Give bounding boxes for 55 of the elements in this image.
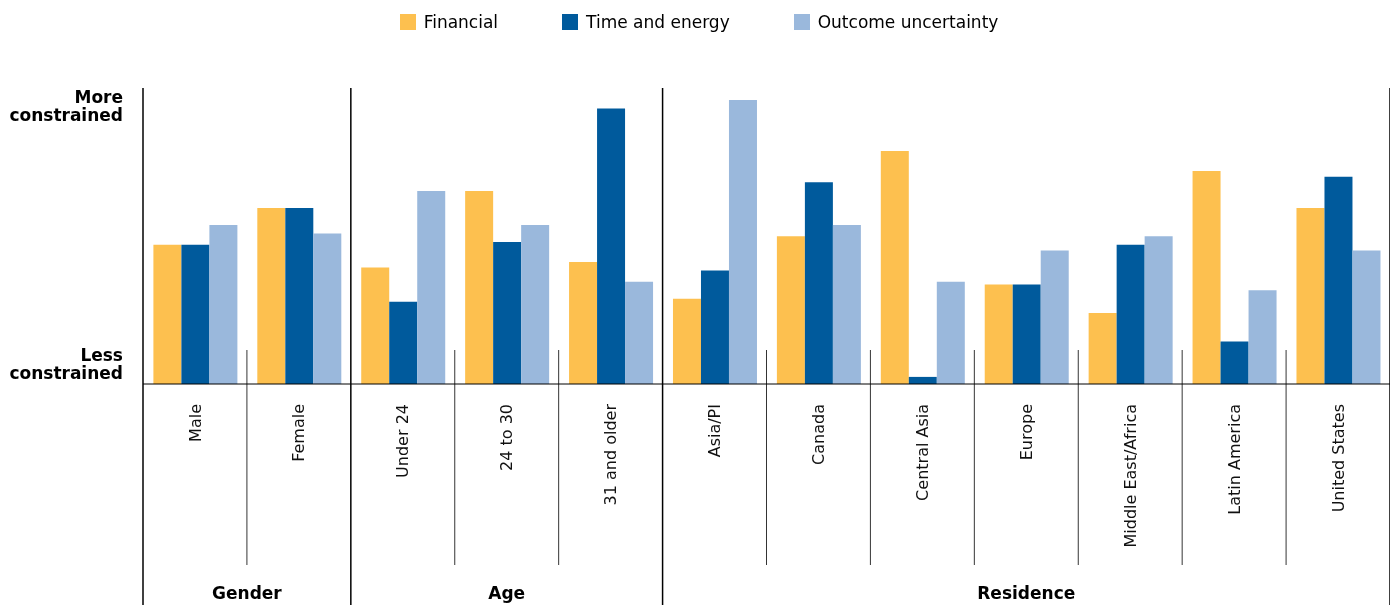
bar bbox=[1220, 341, 1249, 384]
bar bbox=[1012, 284, 1041, 384]
bar bbox=[361, 267, 390, 384]
x-tick-label: Central Asia bbox=[912, 404, 932, 501]
bar bbox=[1324, 176, 1353, 384]
bar bbox=[880, 151, 909, 384]
x-tick-label: Asia/PI bbox=[705, 404, 725, 458]
bar bbox=[493, 242, 522, 384]
bar bbox=[1040, 250, 1069, 384]
bar bbox=[1296, 207, 1325, 384]
bar bbox=[1352, 250, 1381, 384]
bar bbox=[832, 224, 861, 384]
bar bbox=[313, 233, 342, 384]
bar bbox=[521, 224, 550, 384]
bar bbox=[153, 244, 182, 384]
bar bbox=[700, 270, 729, 384]
legend-label: Financial bbox=[423, 12, 499, 32]
legend-label: Time and energy bbox=[586, 12, 730, 32]
text: Age bbox=[487, 583, 527, 603]
bar bbox=[625, 281, 654, 384]
bar bbox=[804, 182, 833, 384]
bar bbox=[1116, 244, 1145, 384]
text: Residence bbox=[976, 583, 1077, 603]
bar bbox=[672, 298, 701, 384]
x-tick-label: 24 to 30 bbox=[497, 404, 517, 471]
x-tick-label: Europe bbox=[1016, 404, 1036, 461]
bar bbox=[417, 190, 446, 384]
bar bbox=[1088, 313, 1117, 384]
bar bbox=[728, 100, 757, 384]
legend-label: Outcome uncertainty bbox=[817, 12, 999, 32]
bar bbox=[465, 190, 494, 384]
x-tick-label: Middle East/Africa bbox=[1120, 404, 1140, 548]
bar bbox=[776, 236, 805, 384]
text: More constrained bbox=[8, 87, 123, 125]
bar bbox=[285, 207, 314, 384]
x-tick-label: Canada bbox=[809, 404, 829, 465]
x-tick-label: United States bbox=[1328, 404, 1348, 513]
bar bbox=[597, 108, 626, 384]
bar bbox=[1192, 171, 1221, 384]
x-tick-label: Female bbox=[289, 404, 309, 462]
x-tick-label: Male bbox=[185, 404, 205, 442]
x-tick-label: Under 24 bbox=[393, 404, 413, 478]
text: Gender bbox=[211, 583, 283, 603]
bar bbox=[209, 224, 238, 384]
bar bbox=[257, 207, 286, 384]
x-tick-label: 31 and older bbox=[601, 403, 621, 506]
text: Less constrained bbox=[8, 345, 123, 383]
bar bbox=[1144, 236, 1173, 384]
bar bbox=[936, 281, 965, 384]
bar bbox=[389, 301, 418, 384]
bar bbox=[181, 244, 210, 384]
x-tick-label: Latin America bbox=[1224, 404, 1244, 515]
bar bbox=[569, 261, 598, 384]
bar bbox=[984, 284, 1013, 384]
bar bbox=[1248, 290, 1277, 384]
